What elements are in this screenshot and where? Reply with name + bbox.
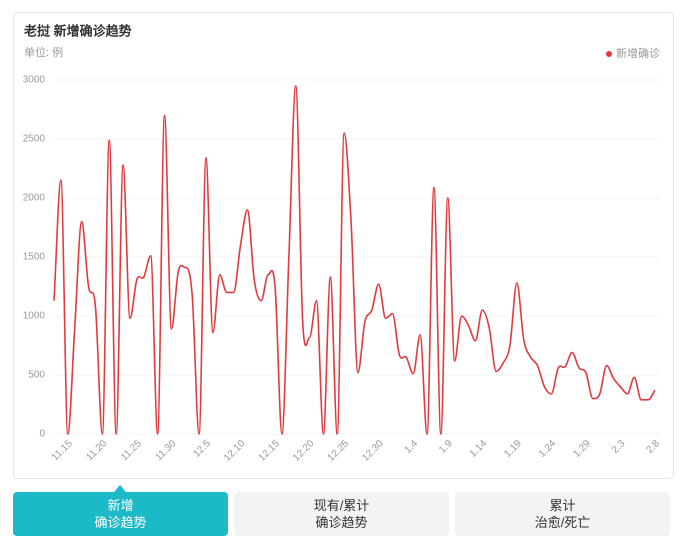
y-tick-label: 2500 (23, 134, 46, 145)
y-tick-label: 1500 (23, 252, 46, 263)
legend-marker (606, 51, 612, 57)
chart: 老挝 新增确诊趋势 单位: 例 0 500 1000 1500 2000 2500 3000… (13, 12, 674, 479)
tab-label: 确诊趋势 (315, 515, 368, 530)
tab-button[interactable]: 新增 确诊趋势 (13, 492, 228, 536)
unit-label: 单位: 例 (24, 45, 63, 59)
y-tick-label: 2000 (23, 193, 46, 204)
tab-label: 确诊趋势 (94, 515, 147, 530)
chart-title: 老挝 新增确诊趋势 (23, 23, 132, 38)
tab-label: 现有/累计 (313, 498, 370, 513)
tab-button[interactable]: 累计治愈/死亡 (455, 492, 670, 536)
tab-label: 治愈/死亡 (534, 515, 591, 530)
tab-bar: 新增 确诊趋势 现有/累计 确诊趋势 累计 治愈/死亡 (13, 492, 670, 536)
y-tick-label: 500 (28, 370, 45, 381)
y-tick-label: 1000 (23, 311, 46, 322)
card (13, 12, 674, 479)
y-tick-label: 3000 (23, 75, 46, 86)
tab-label: 累计 (549, 498, 576, 513)
tab-pointer (114, 485, 126, 492)
data-line (53, 85, 656, 435)
tab-button[interactable]: 现有/累计确诊趋势 (234, 492, 449, 536)
y-tick-label: 0 (39, 429, 45, 440)
legend-label: 新增确诊 (616, 46, 660, 60)
tab-label: 新增 (107, 498, 134, 513)
